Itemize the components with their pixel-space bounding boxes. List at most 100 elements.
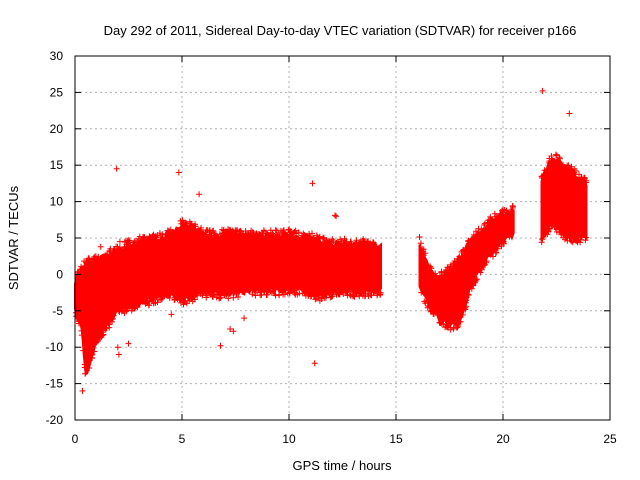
data-point [254, 286, 261, 293]
data-point [123, 307, 130, 314]
y-tick-label: 0 [56, 267, 63, 281]
data-point [508, 206, 515, 213]
data-point [368, 292, 375, 299]
data-point [451, 258, 458, 264]
data-point [490, 253, 496, 260]
data-point [420, 248, 427, 255]
data-point [370, 239, 376, 246]
data-point [370, 239, 377, 246]
y-tick-label: 20 [50, 122, 64, 136]
data-point [168, 230, 175, 236]
outlier-point [115, 351, 122, 358]
data-point [465, 292, 472, 298]
data-point [322, 294, 329, 301]
data-point [581, 174, 587, 181]
data-point [258, 291, 265, 298]
data-point [299, 290, 306, 297]
data-point [314, 234, 321, 241]
data-point [259, 230, 265, 237]
data-point [565, 162, 572, 169]
series-2 [538, 151, 590, 246]
data-point [156, 230, 163, 237]
data-point [159, 295, 165, 302]
data-point [427, 265, 434, 272]
data-point [459, 247, 466, 254]
y-axis-title: SDTVAR / TECUs [6, 185, 21, 290]
data-point [450, 324, 457, 331]
data-point [447, 267, 454, 274]
data-point [85, 255, 92, 262]
data-point [360, 289, 367, 296]
data-point [181, 298, 188, 305]
data-point [372, 288, 379, 295]
outlier-point [332, 212, 338, 219]
data-point [187, 222, 194, 229]
data-point [312, 296, 319, 303]
series-1 [416, 202, 516, 333]
data-point [552, 151, 559, 158]
data-point [470, 282, 477, 289]
data-point [182, 294, 189, 301]
data-point [278, 286, 285, 293]
data-point [237, 228, 243, 235]
data-point [288, 228, 294, 235]
data-point [191, 294, 197, 300]
x-ticks: 0 5 10 15 20 25 [72, 56, 617, 446]
data-point [470, 231, 477, 238]
data-point [197, 226, 204, 233]
data-point [316, 297, 323, 304]
data-point [341, 237, 348, 244]
data-point [81, 258, 88, 265]
data-point [355, 287, 362, 294]
data-point [455, 323, 461, 329]
data-point [417, 240, 424, 247]
data-point [372, 243, 379, 250]
data-point [439, 273, 446, 280]
data-point [477, 269, 484, 276]
data-point [194, 292, 201, 299]
data-point [487, 213, 494, 220]
data-point [197, 291, 204, 297]
y-tick-label: -10 [46, 340, 64, 354]
data-point [583, 177, 590, 184]
data-point [493, 213, 500, 220]
data-point [267, 227, 274, 234]
data-point [287, 286, 294, 293]
data-point [88, 259, 95, 266]
outlier-point [97, 243, 104, 250]
outlier-point [116, 238, 123, 245]
data-point [161, 292, 168, 299]
data-point [558, 161, 565, 168]
data-point [343, 289, 350, 296]
data-point [265, 287, 272, 294]
data-point [302, 292, 309, 299]
x-tick-label: 20 [496, 432, 510, 446]
y-tick-label: 25 [50, 85, 64, 99]
data-point [329, 290, 336, 297]
data-point [320, 234, 327, 241]
data-point [224, 229, 230, 236]
data-point [78, 266, 85, 273]
data-point [110, 312, 117, 319]
data-point [110, 315, 116, 322]
outlier-point [79, 387, 86, 394]
data-point [211, 232, 218, 239]
data-point [73, 313, 80, 320]
x-tick-label: 5 [179, 432, 186, 446]
data-point [478, 266, 485, 273]
data-point [86, 365, 93, 371]
data-point [454, 256, 461, 262]
data-point [142, 298, 149, 305]
data-point [333, 239, 340, 246]
outlier-point [333, 213, 340, 220]
data-point [135, 235, 142, 242]
data-point [261, 288, 268, 295]
data-point [129, 305, 136, 312]
y-tick-label: 15 [50, 158, 64, 172]
data-point [141, 237, 147, 244]
data-point [546, 158, 553, 164]
y-tick-label: 30 [50, 49, 64, 63]
data-point [499, 207, 505, 214]
outlier-point [227, 326, 234, 332]
